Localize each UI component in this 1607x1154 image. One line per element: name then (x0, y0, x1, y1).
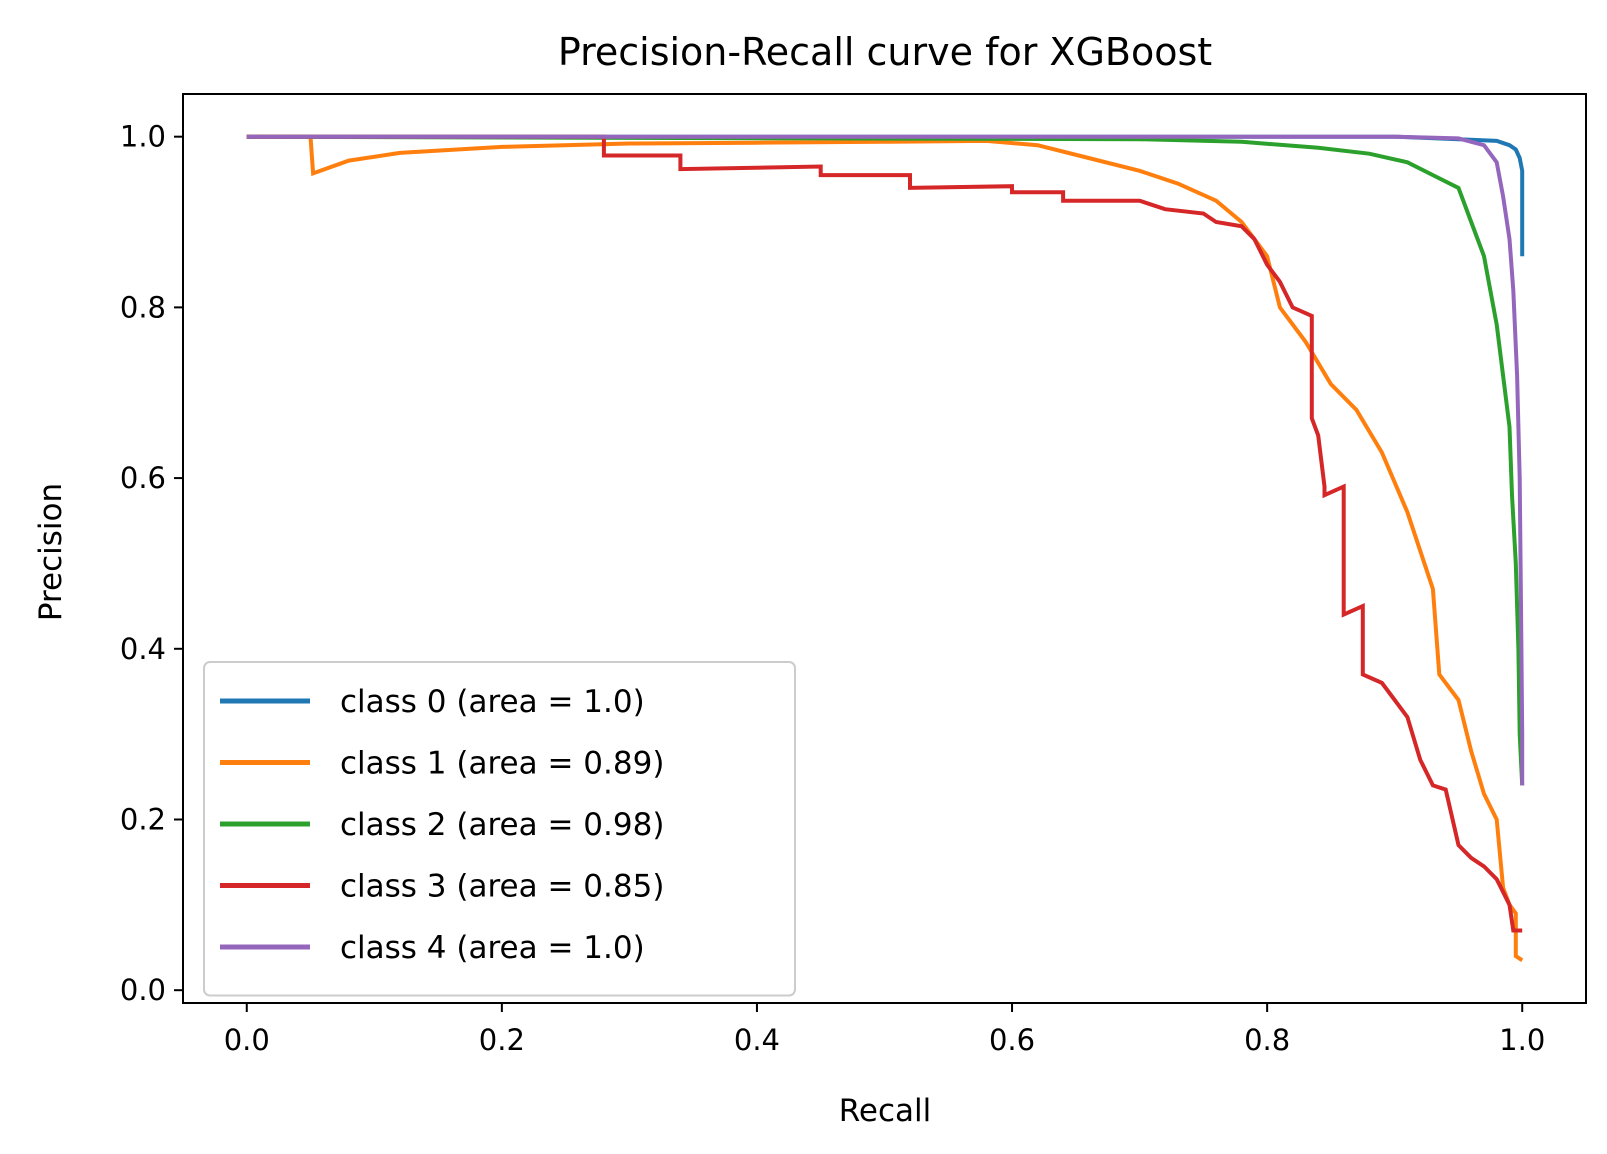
chart-title: Precision-Recall curve for XGBoost (558, 30, 1212, 74)
legend-entry-label: class 3 (area = 0.85) (340, 869, 664, 905)
plot-frame (182, 93, 1587, 1004)
series-line-class-1 (246, 134, 1524, 962)
y-axis-ticks: 0.0 0.2 0.4 0.6 0.8 1.0 (120, 120, 183, 1007)
series-line-class-3 (246, 134, 1523, 933)
x-tick-label: 0.4 (734, 1023, 780, 1057)
x-axis-ticks: 0.0 0.2 0.4 0.6 0.8 1.0 (224, 1003, 1545, 1057)
x-tick-label: 0.6 (989, 1023, 1035, 1057)
y-tick-label: 0.8 (120, 290, 166, 324)
series-line-class-2 (246, 134, 1525, 786)
y-tick-label: 1.0 (120, 120, 166, 154)
legend-entry-label: class 4 (area = 1.0) (340, 930, 645, 966)
y-tick-label: 0.4 (120, 632, 166, 666)
x-tick-label: 0.0 (224, 1023, 270, 1057)
x-tick-label: 0.2 (479, 1023, 525, 1057)
legend-entry-label: class 1 (area = 0.89) (340, 746, 664, 782)
x-tick-label: 0.8 (1244, 1023, 1290, 1057)
series-layer (246, 134, 1525, 962)
y-tick-label: 0.2 (120, 802, 166, 836)
y-axis-label: Precision (33, 483, 69, 621)
legend-entry-label: class 0 (area = 1.0) (340, 684, 645, 720)
series-line-class-4 (246, 134, 1525, 786)
x-tick-label: 1.0 (1499, 1023, 1545, 1057)
y-tick-label: 0.6 (120, 461, 166, 495)
y-tick-label: 0.0 (120, 973, 166, 1007)
legend-box (203, 661, 796, 997)
x-axis-label: Recall (839, 1093, 932, 1129)
legend: class 0 (area = 1.0) class 1 (area = 0.89… (203, 661, 796, 997)
legend-entry-label: class 2 (area = 0.98) (340, 807, 664, 843)
